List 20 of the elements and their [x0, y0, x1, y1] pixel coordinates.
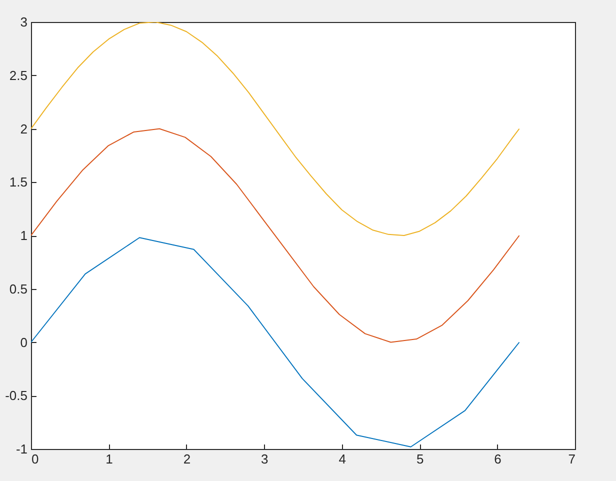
y-tick-label: 0 — [20, 334, 28, 350]
x-tick-label: 3 — [261, 452, 268, 466]
line-series — [31, 128, 520, 343]
x-tick-label: 5 — [416, 452, 424, 466]
y-tick-label: 2 — [20, 121, 28, 136]
line-series — [31, 237, 520, 448]
y-tick-label: 1.5 — [9, 174, 28, 190]
y-tick-label: 0.5 — [9, 281, 28, 296]
y-tick-label: -0.5 — [5, 388, 28, 404]
x-tick-label: 2 — [183, 452, 191, 466]
y-tick-label: 1 — [20, 228, 28, 243]
line-series — [31, 22, 520, 236]
x-tick-label: 0 — [32, 452, 39, 466]
y-tick-label: 2.5 — [9, 68, 28, 83]
x-tick-label: 4 — [338, 452, 346, 466]
y-tick-label: 3 — [20, 14, 28, 30]
x-tick-label: 7 — [568, 452, 576, 466]
x-tick-label: 1 — [106, 452, 113, 466]
x-tick-label: 6 — [494, 452, 502, 466]
y-tick-label: -1 — [16, 442, 28, 456]
